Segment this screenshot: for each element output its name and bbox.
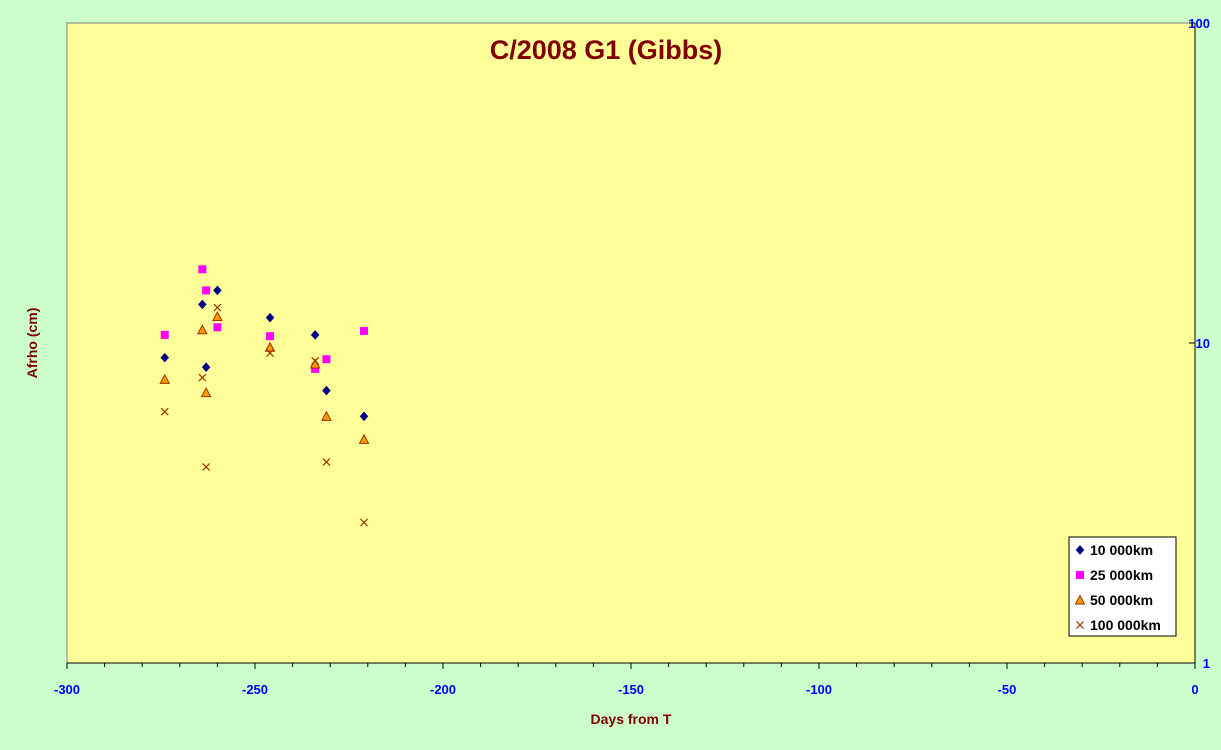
data-point-x xyxy=(322,457,331,466)
y-tick-label: 10 xyxy=(1196,336,1210,351)
legend-marker-square xyxy=(1076,571,1084,579)
legend-label: 10 000km xyxy=(1090,542,1153,558)
x-axis-ticks: -300 -250 -200 -150 -100 -50 0 xyxy=(54,663,1199,697)
data-point-diamond xyxy=(322,385,331,396)
legend-label: 50 000km xyxy=(1090,592,1153,608)
legend-label: 25 000km xyxy=(1090,567,1153,583)
data-point-square xyxy=(322,355,331,364)
x-axis-title: Days from T xyxy=(591,711,672,727)
data-point-triangle xyxy=(358,433,370,444)
data-point-square xyxy=(360,327,369,336)
legend-marker-diamond xyxy=(1075,545,1085,555)
data-point-square xyxy=(202,286,211,295)
x-tick-label: -100 xyxy=(806,682,832,697)
x-tick-label: 0 xyxy=(1191,682,1198,697)
y-axis-ticks: 1 10 100 xyxy=(1188,16,1210,671)
data-point-square xyxy=(198,265,207,274)
x-tick-label: -50 xyxy=(998,682,1017,697)
chart-title: C/2008 G1 (Gibbs) xyxy=(490,35,723,65)
x-tick-label: -250 xyxy=(242,682,268,697)
data-point-square xyxy=(213,323,222,332)
data-point-diamond xyxy=(213,285,222,296)
data-point-x xyxy=(160,407,169,416)
data-points xyxy=(159,265,370,527)
data-point-x xyxy=(202,462,211,471)
data-point-x xyxy=(198,373,207,382)
data-point-triangle xyxy=(197,324,208,335)
data-point-x xyxy=(266,349,274,358)
data-point-diamond xyxy=(201,362,211,373)
data-point-x xyxy=(213,303,222,312)
legend-marker-x xyxy=(1076,621,1084,629)
data-point-square xyxy=(266,332,275,341)
data-point-diamond xyxy=(198,299,207,310)
data-point-triangle xyxy=(200,387,212,398)
data-point-triangle xyxy=(212,310,223,322)
data-point-triangle xyxy=(264,341,276,352)
y-axis-title: Afrho (cm) xyxy=(24,308,40,379)
legend-box xyxy=(1068,536,1177,637)
legend: 10 000km 25 000km 50 000km 100 000km xyxy=(1068,536,1177,637)
y-tick-label: 1 xyxy=(1203,656,1210,671)
x-tick-label: -200 xyxy=(430,682,456,697)
x-tick-label: -150 xyxy=(618,682,644,697)
data-point-square xyxy=(160,330,169,339)
legend-label: 100 000km xyxy=(1090,617,1161,633)
data-point-triangle xyxy=(159,373,171,384)
data-point-diamond xyxy=(160,352,170,363)
data-point-triangle xyxy=(321,410,332,421)
data-point-x xyxy=(311,356,320,365)
y-tick-label: 100 xyxy=(1188,16,1210,31)
data-point-x xyxy=(360,518,368,527)
legend-marker-triangle xyxy=(1074,594,1086,605)
plot-area xyxy=(66,22,1196,664)
data-point-diamond xyxy=(310,330,320,340)
data-point-diamond xyxy=(265,312,275,323)
x-tick-label: -300 xyxy=(54,682,80,697)
data-point-diamond xyxy=(359,411,369,422)
data-point-square xyxy=(311,364,320,373)
